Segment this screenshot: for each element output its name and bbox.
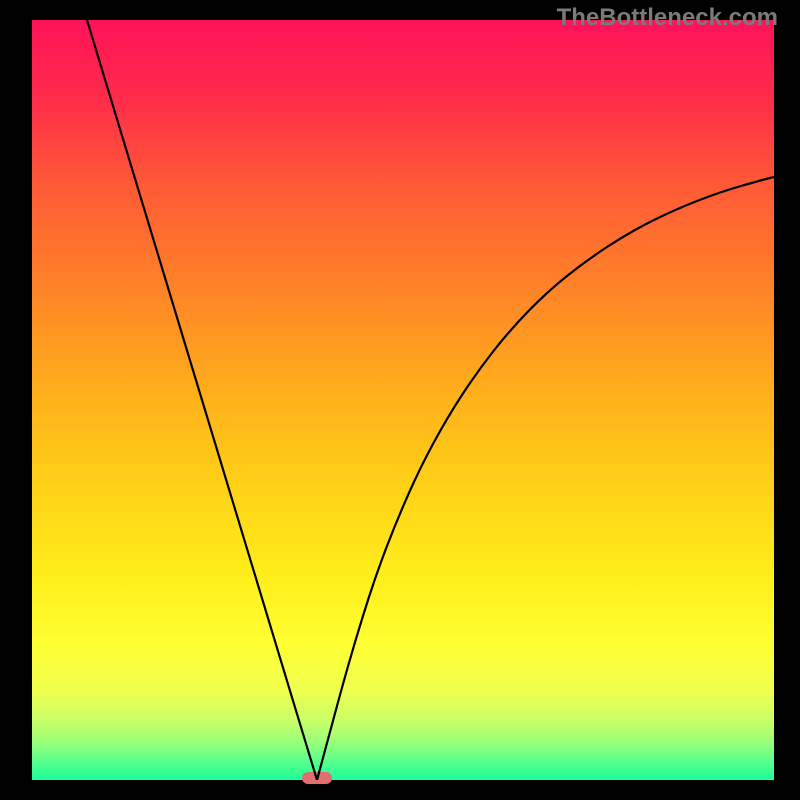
gradient-background bbox=[32, 20, 774, 780]
chart-container: TheBottleneck.com bbox=[0, 0, 800, 800]
plot-area bbox=[32, 20, 774, 780]
watermark-text: TheBottleneck.com bbox=[557, 4, 778, 32]
vertex-marker bbox=[302, 772, 332, 784]
